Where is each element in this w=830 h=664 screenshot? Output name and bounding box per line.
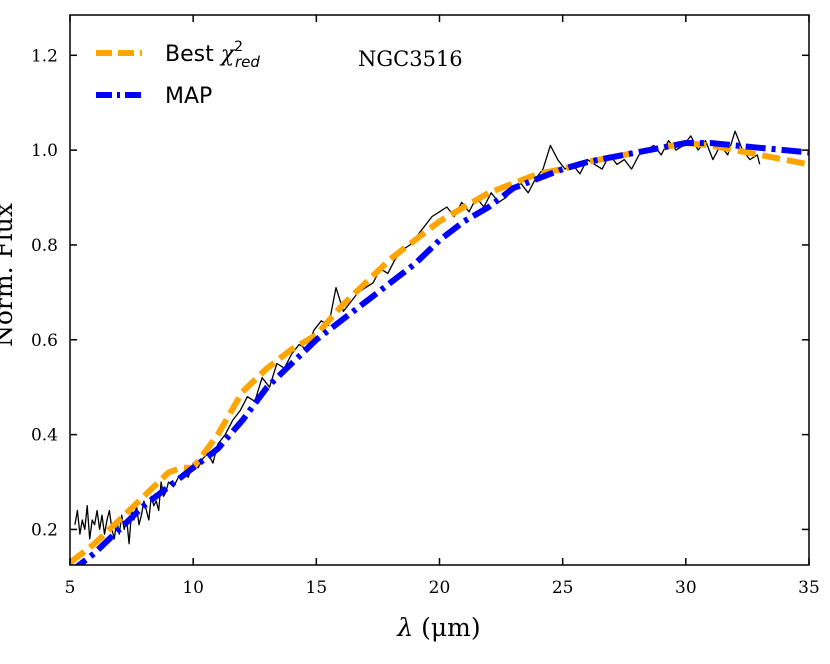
x-tick-label: 10	[182, 578, 204, 598]
x-tick-label: 5	[65, 578, 76, 598]
y-tick-label: 0.2	[31, 520, 58, 540]
y-axis-title: Norm. Flux	[0, 203, 18, 347]
y-tick-label: 1.0	[31, 141, 58, 161]
x-tick-label: 20	[429, 578, 451, 598]
y-tick-label: 0.6	[31, 331, 58, 351]
y-tick-label: 0.8	[31, 236, 58, 256]
x-tick-label: 35	[798, 578, 820, 598]
series-best-line	[70, 140, 809, 565]
x-tick-label: 25	[552, 578, 574, 598]
x-axis-symbol: λ	[396, 613, 413, 642]
legend-map-label: MAP	[165, 84, 212, 109]
series-layer	[70, 130, 809, 565]
series-map-line	[74, 140, 809, 565]
tick-layer: 5 10 15 20 25 30 35 0.2 0.4 0.6 0.8 1.0 1.2	[31, 15, 820, 598]
x-axis-unit: (μm)	[421, 613, 480, 642]
y-tick-label: 1.2	[31, 46, 58, 66]
galaxy-name-label: NGC3516	[358, 47, 463, 71]
legend-best-label: Best χ2 red	[165, 39, 260, 71]
series-observed-line	[74, 130, 761, 545]
x-tick-label: 15	[306, 578, 328, 598]
legend: Best χ2 red MAP	[96, 39, 260, 109]
x-tick-label: 30	[675, 578, 697, 598]
y-tick-label: 0.4	[31, 426, 58, 446]
x-axis-title: λ (μm)	[396, 613, 480, 642]
